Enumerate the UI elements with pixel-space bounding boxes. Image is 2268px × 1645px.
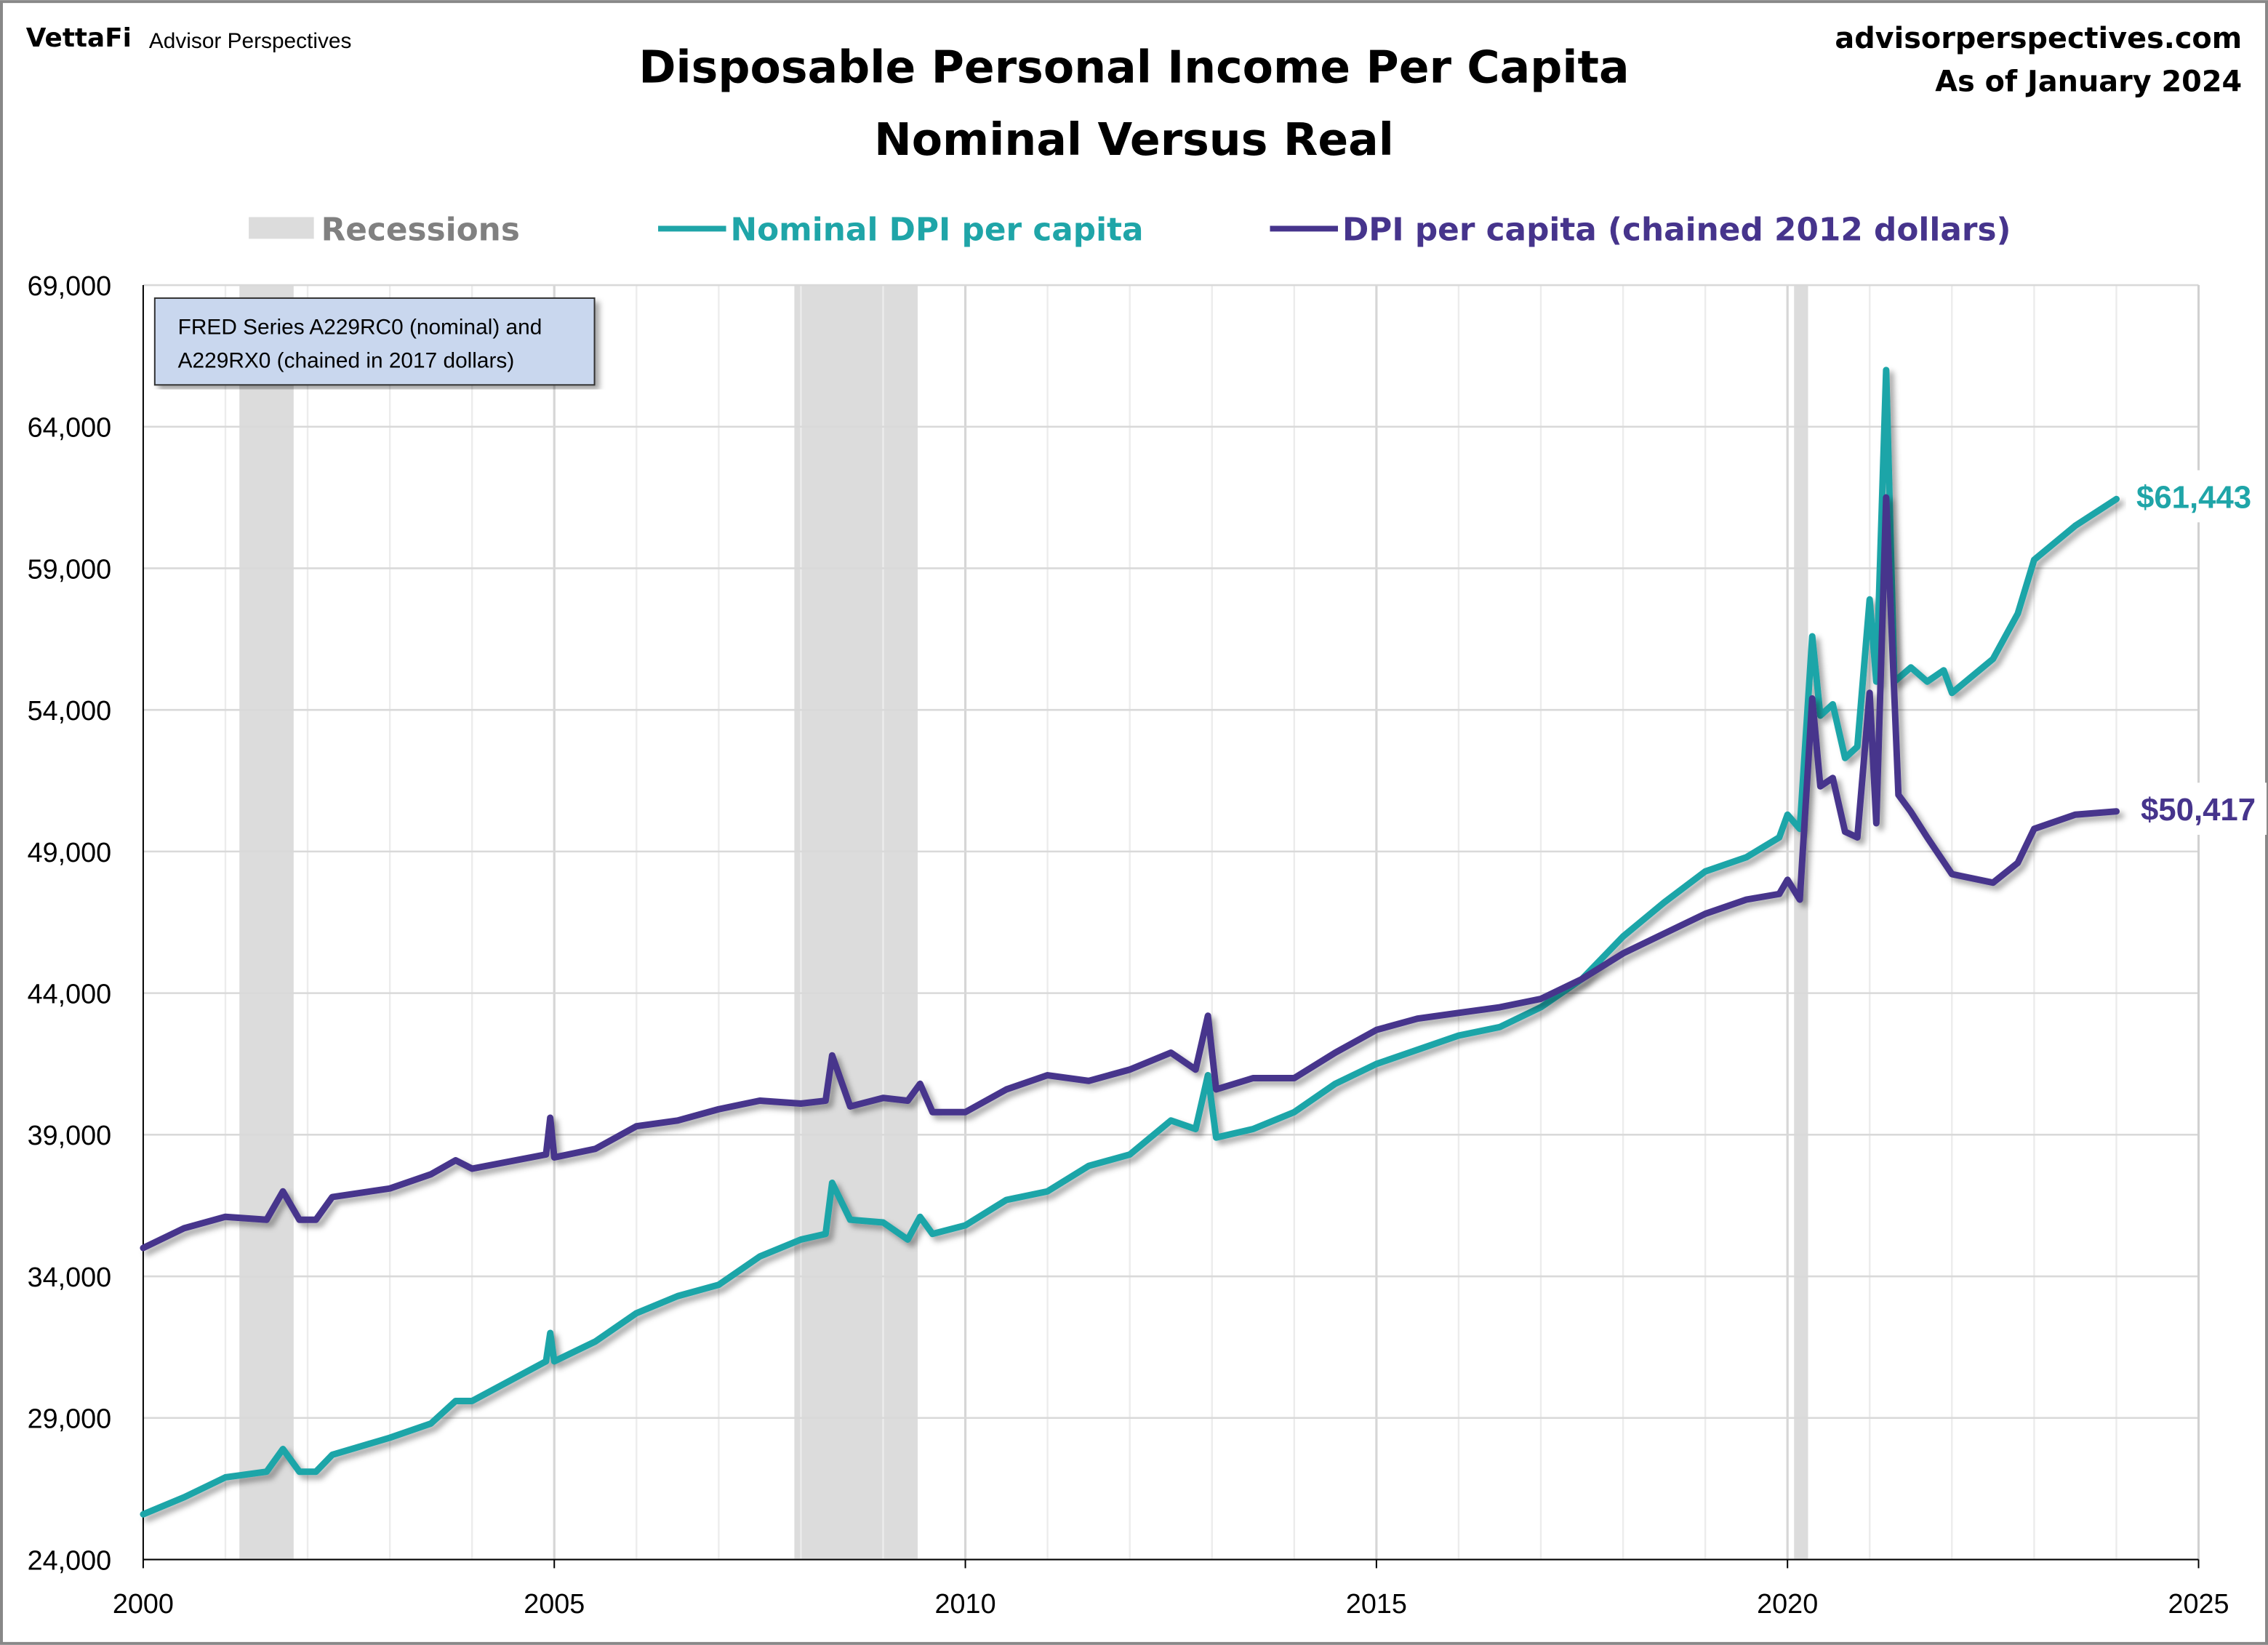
y-tick-label: 24,000: [28, 1545, 112, 1576]
legend-swatch-recessions: [249, 217, 314, 239]
y-tick-label: 49,000: [28, 838, 112, 868]
axes: 24,000 29,000 34,000 39,000 44,000 49,000 54,0…: [28, 271, 2229, 1620]
source-note: FRED Series A229RC0 (nominal) and A229RX…: [153, 297, 596, 386]
x-tick-label: 2015: [1346, 1589, 1407, 1620]
vettafi-logo: VettaFi: [26, 23, 132, 53]
y-tick-label: 34,000: [28, 1262, 112, 1293]
site-url: advisorperspectives.com: [1835, 22, 2242, 55]
y-tick-label: 69,000: [28, 271, 112, 302]
chart-title-line2: Nominal Versus Real: [874, 113, 1394, 166]
chart-title-line1: Disposable Personal Income Per Capita: [638, 41, 1629, 94]
y-tick-label: 39,000: [28, 1121, 112, 1151]
x-tick-label: 2010: [935, 1589, 996, 1620]
end-label-bg-nominal: [2126, 470, 2266, 523]
x-tick-label: 2005: [524, 1589, 585, 1620]
source-note-box: [153, 297, 596, 386]
y-tick-label: 44,000: [28, 980, 112, 1010]
x-tick-label: 2020: [1757, 1589, 1818, 1620]
source-note-line2: A229RX0 (chained in 2017 dollars): [178, 348, 515, 372]
y-tick-label: 64,000: [28, 413, 112, 444]
source-note-line1: FRED Series A229RC0 (nominal) and: [178, 316, 542, 340]
legend-label-nominal: Nominal DPI per capita: [731, 211, 1144, 248]
end-label-real: $50,417: [2141, 792, 2256, 828]
recession-band: [1794, 285, 1808, 1560]
y-tick-label: 54,000: [28, 696, 112, 727]
x-tick-label: 2000: [113, 1589, 174, 1620]
end-label-bg-real: [2133, 783, 2267, 835]
end-label-nominal: $61,443: [2136, 479, 2251, 515]
legend: Recessions Nominal DPI per capita DPI pe…: [249, 211, 2011, 248]
legend-label-recessions: Recessions: [321, 211, 520, 248]
recession-band: [794, 285, 918, 1560]
brand-name: Advisor Perspectives: [149, 29, 352, 53]
end-labels: $61,443 $50,417: [2126, 470, 2267, 835]
recession-band: [239, 285, 294, 1560]
x-tick-label: 2025: [2168, 1589, 2229, 1620]
y-tick-label: 29,000: [28, 1404, 112, 1435]
series-line-real: [140, 494, 2120, 1252]
as-of-date: As of January 2024: [1935, 65, 2242, 98]
series-line-nominal: [140, 367, 2120, 1518]
recession-bands: [239, 285, 1808, 1560]
series-lines: [140, 367, 2120, 1518]
y-tick-label: 59,000: [28, 554, 112, 585]
legend-label-real: DPI per capita (chained 2012 dollars): [1342, 211, 2011, 248]
grid: [143, 284, 2199, 1561]
